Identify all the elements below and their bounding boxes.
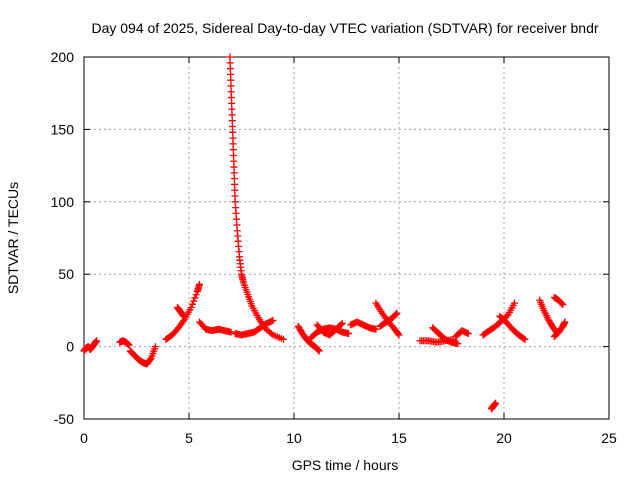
series-seg-n (376, 309, 401, 330)
y-tick-label: 50 (58, 266, 74, 282)
data-point (337, 321, 345, 329)
data-point (392, 310, 400, 318)
data-point (267, 330, 275, 338)
data-point (372, 325, 380, 333)
data-point (180, 312, 188, 320)
data-point (520, 334, 528, 342)
series-seg-f (196, 318, 235, 336)
data-point (315, 347, 323, 355)
axis-ticks: 0 5 10 15 20 25 -50 0 50 100 150 200 (51, 49, 617, 446)
series-seg-b (116, 337, 133, 349)
data-point (269, 317, 277, 325)
series-seg-t (487, 399, 500, 413)
x-tick-label: 0 (80, 430, 88, 446)
y-tick-label: -50 (54, 411, 74, 427)
plot-frame (83, 56, 610, 420)
series-seg-k (313, 319, 346, 339)
data-point (559, 301, 567, 309)
data-point (192, 291, 200, 299)
series-seg-q (452, 327, 472, 340)
series-seg-m (372, 299, 403, 339)
data-point (227, 328, 235, 336)
x-tick-label: 15 (391, 430, 407, 446)
series-seg-c (126, 343, 159, 368)
data-point (393, 309, 401, 317)
data-point (190, 297, 198, 305)
series-seg-p (429, 324, 462, 348)
data-point (395, 331, 403, 339)
data-point (196, 280, 203, 288)
data-point (187, 304, 195, 312)
y-tick-label: 100 (51, 194, 75, 210)
data-point (338, 319, 346, 327)
data-point (558, 300, 566, 308)
x-tick-label: 10 (286, 430, 302, 446)
x-tick-label: 25 (601, 430, 617, 446)
data-point (280, 335, 287, 343)
grid (84, 57, 609, 419)
data-point (314, 346, 322, 354)
series-seg-h (231, 317, 277, 339)
x-tick-label: 5 (185, 430, 193, 446)
data-point (345, 330, 353, 338)
series-seg-g (226, 53, 287, 343)
x-tick-label: 20 (496, 430, 512, 446)
data-point (188, 300, 196, 308)
y-axis-label: SDTVAR / TECUs (5, 182, 21, 294)
series-seg-w (550, 318, 569, 340)
data-point (454, 340, 462, 348)
data-point (151, 343, 159, 351)
series-seg-i (294, 322, 323, 355)
chart-title: Day 094 of 2025, Sidereal Day-to-day VTE… (91, 20, 598, 36)
data-points (80, 53, 569, 413)
series-seg-a (80, 337, 101, 355)
x-axis-label: GPS time / hours (292, 457, 399, 473)
data-point (394, 330, 402, 338)
data-point (492, 399, 500, 407)
data-point (191, 294, 199, 302)
series-seg-e (173, 304, 188, 320)
series-seg-v (550, 293, 567, 309)
data-point (511, 299, 518, 307)
data-point (464, 330, 472, 338)
series-seg-l (347, 318, 380, 333)
data-point (125, 341, 133, 349)
y-tick-label: 200 (51, 49, 75, 65)
data-point (561, 318, 569, 326)
data-point (93, 337, 101, 345)
y-tick-label: 0 (66, 339, 74, 355)
series-seg-s (496, 312, 529, 343)
y-tick-label: 150 (51, 121, 75, 137)
data-point (521, 335, 529, 343)
data-point (146, 355, 154, 363)
